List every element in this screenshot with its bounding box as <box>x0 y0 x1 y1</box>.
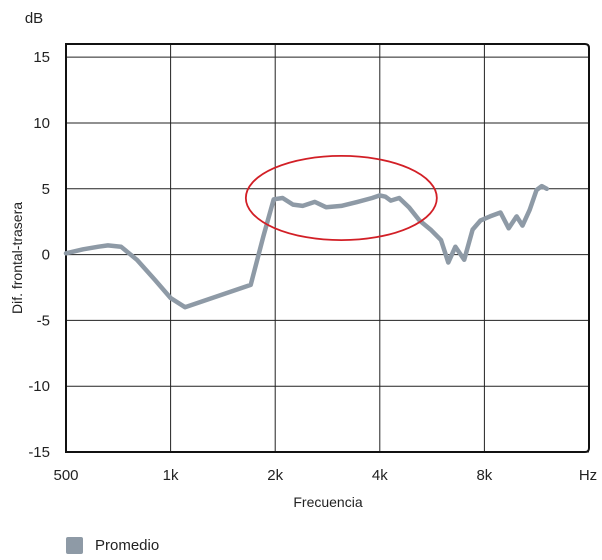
x-tick-label: 1k <box>163 467 179 484</box>
y-tick-label: 10 <box>33 115 50 132</box>
highlight-ellipse <box>244 154 438 242</box>
x-tick-label: 500 <box>53 467 78 484</box>
y-axis-unit: dB <box>25 10 43 27</box>
plot-frame <box>65 43 590 453</box>
y-tick-label: 0 <box>42 247 50 264</box>
x-axis-unit: Hz <box>579 467 597 484</box>
legend-swatch-promedio <box>66 537 83 554</box>
x-tick-label: 8k <box>476 467 492 484</box>
y-tick-label: -10 <box>28 378 50 395</box>
y-tick-label: 5 <box>42 181 50 198</box>
legend-label-promedio: Promedio <box>95 537 160 554</box>
y-tick-label: 15 <box>33 49 50 66</box>
x-tick-label: 2k <box>267 467 283 484</box>
grid-lines <box>66 44 589 453</box>
y-tick-label: -5 <box>37 312 50 329</box>
y-tick-label: -15 <box>28 444 50 461</box>
series-line-promedio <box>63 183 550 310</box>
chart-legend: Promedio <box>66 537 159 554</box>
x-axis-title: Frecuencia <box>293 494 362 510</box>
x-tick-label: 4k <box>372 467 388 484</box>
y-axis-title: Dif. frontal-trasera <box>9 202 25 314</box>
